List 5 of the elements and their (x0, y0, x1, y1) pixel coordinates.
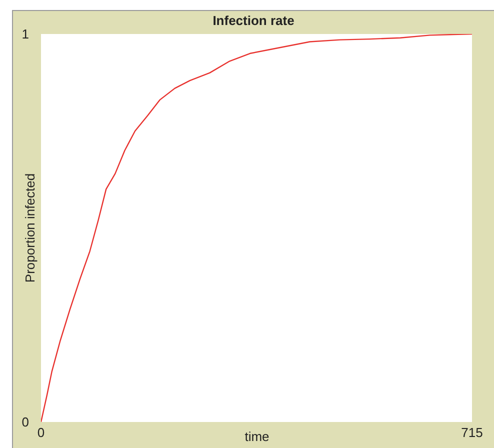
x-axis-title: time (244, 429, 270, 444)
x-tick-label: 715 (461, 425, 483, 440)
y-axis-title: Proportion infected (22, 173, 38, 283)
y-tick-label: 1 (22, 26, 29, 42)
chart-title: Infection rate (212, 13, 296, 28)
